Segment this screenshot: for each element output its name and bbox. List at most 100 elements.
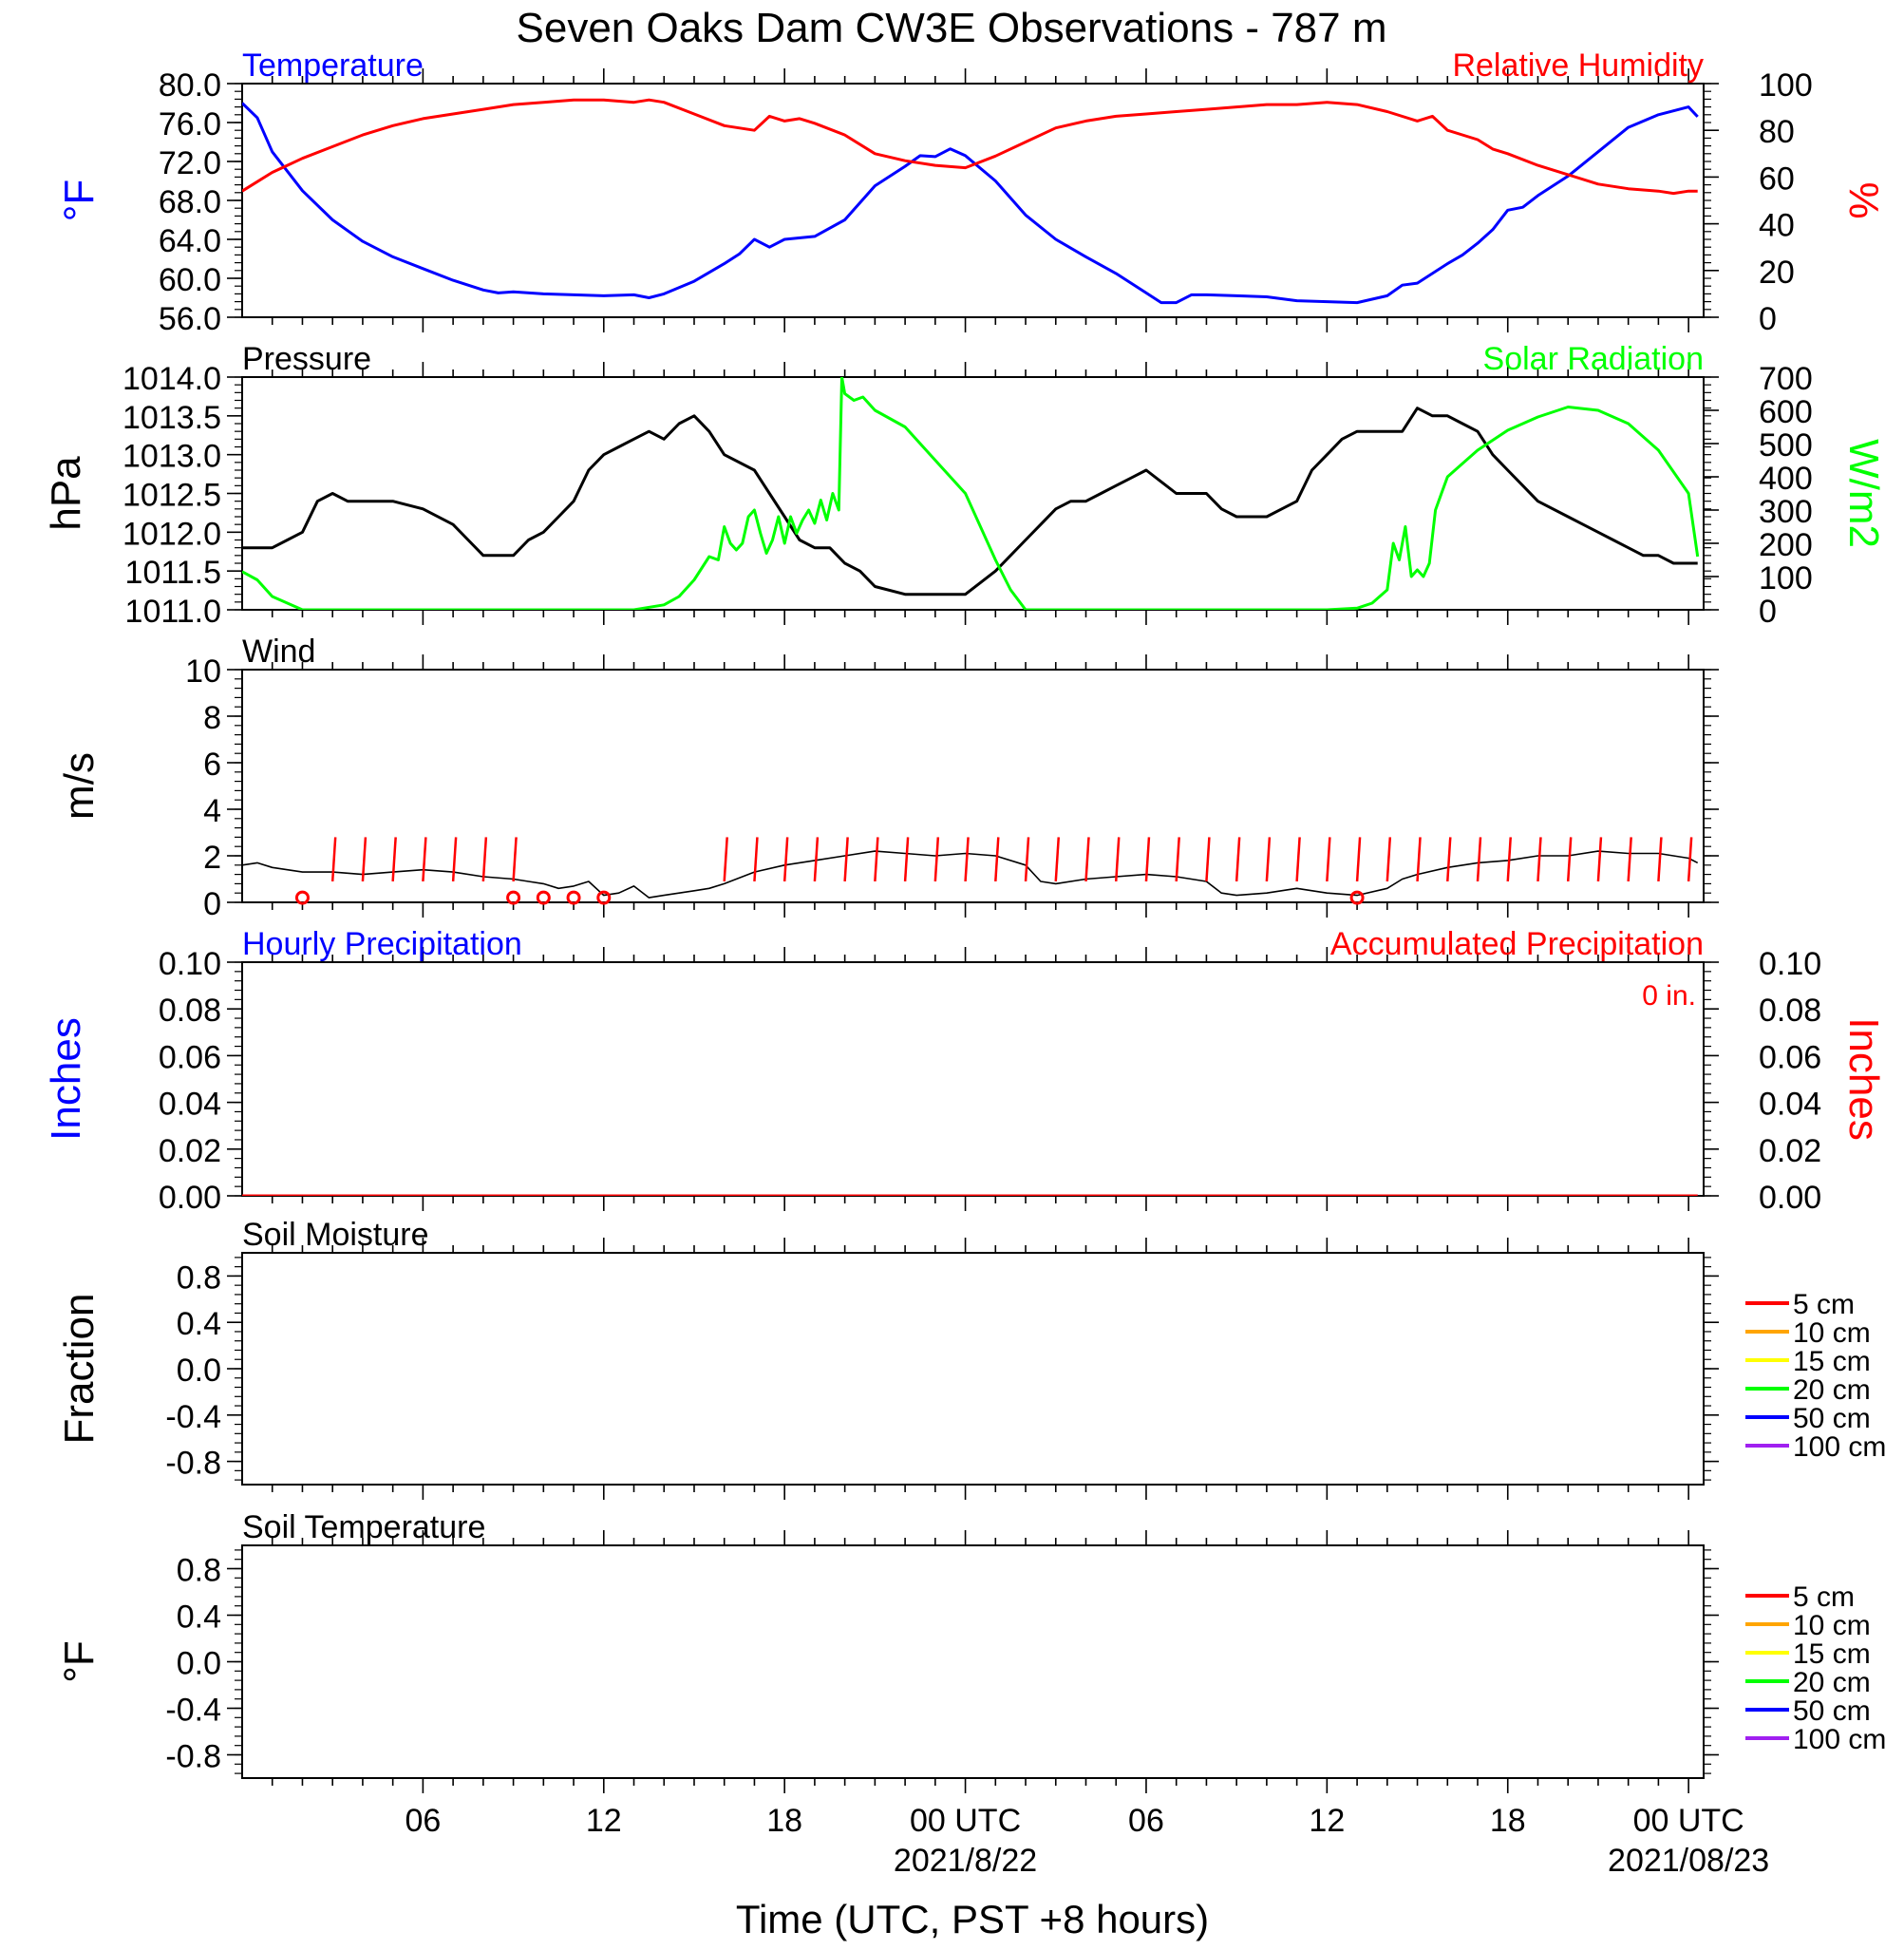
y-tick-label-right: 0.06 — [1759, 1039, 1821, 1075]
legend-label: 50 cm — [1793, 1695, 1871, 1727]
x-tick-label: 06 — [1128, 1803, 1164, 1839]
y-tick-label-right: 0.08 — [1759, 993, 1821, 1029]
y-tick-label-left: -0.4 — [165, 1693, 221, 1729]
y-tick-label-left: -0.8 — [165, 1446, 221, 1482]
y-tick-label-left: -0.4 — [165, 1399, 221, 1435]
y-tick-label-left: 2 — [203, 840, 221, 876]
wind-barb — [782, 837, 789, 882]
wind-barb — [1326, 837, 1331, 882]
y-tick-label-left: 0.8 — [177, 1259, 221, 1296]
wind-barb — [1386, 837, 1392, 882]
y-tick-label-left: 8 — [203, 700, 221, 736]
y-tick-label-left: 0.04 — [159, 1087, 221, 1123]
wind-barb — [874, 837, 879, 882]
y-tick-label-right: 200 — [1759, 527, 1813, 563]
x-tick-date-label: 2021/8/22 — [894, 1843, 1037, 1879]
y-tick-label-left: 0.06 — [159, 1039, 221, 1075]
series-line-wind — [242, 850, 1699, 899]
legend-label: 15 cm — [1793, 1638, 1871, 1670]
wind-barb — [512, 837, 518, 882]
y-tick-label-left: 60.0 — [159, 262, 221, 298]
wind-barb — [994, 837, 1000, 882]
plot-frame — [241, 961, 1705, 1197]
y-tick-label-right: 0.10 — [1759, 946, 1821, 982]
y-tick-label-left: -0.8 — [165, 1739, 221, 1775]
y-axis-label-right: W/m2 — [1840, 439, 1887, 548]
y-tick-label-right: 300 — [1759, 494, 1813, 530]
wind-barb — [330, 837, 337, 882]
y-tick-label-right: 80 — [1759, 114, 1795, 150]
panel-soil-moisture: -0.8 -0.4 0.0 0.4 0.8 Soil Moisture Fraction 5 … — [56, 1217, 1886, 1500]
wind-barb — [1687, 837, 1693, 882]
chart-panels: 56.060.064.068.072.076.080.0020406080100… — [43, 47, 1887, 1879]
series-line-relative-humidity — [242, 98, 1698, 196]
wind-barb — [1627, 837, 1632, 882]
wind-barb — [391, 837, 397, 882]
y-tick-label-left: 0.02 — [159, 1133, 221, 1169]
y-tick-label-right: 0.02 — [1759, 1133, 1821, 1169]
y-tick-label-left: 10 — [185, 653, 221, 690]
panel-title-right: Relative Humidity — [1452, 47, 1704, 84]
wind-barb — [1566, 837, 1573, 882]
y-tick-label-right: 0 — [1759, 301, 1777, 337]
y-tick-label-left: 64.0 — [159, 223, 221, 259]
wind-barb — [723, 837, 728, 882]
x-tick-label: 12 — [586, 1803, 622, 1839]
x-axis-label: Time (UTC, PST +8 hours) — [736, 1897, 1209, 1941]
legend-label: 5 cm — [1793, 1289, 1855, 1320]
y-tick-label-left: 0.4 — [177, 1306, 221, 1342]
y-tick-label-left: 80.0 — [159, 67, 221, 104]
y-tick-label-right: 40 — [1759, 208, 1795, 244]
y-tick-label-right: 500 — [1759, 427, 1813, 464]
y-axis-label-right: % — [1840, 181, 1887, 218]
chart-title: Seven Oaks Dam CW3E Observations - 787 m — [517, 5, 1387, 51]
legend-label: 20 cm — [1793, 1374, 1871, 1406]
legend-label: 100 cm — [1793, 1431, 1886, 1463]
wind-barb — [1295, 837, 1301, 882]
y-tick-label-left: 0.10 — [159, 946, 221, 982]
panel-wind: 0 2 4 6 8 10 Wind m/s — [56, 634, 1719, 922]
legend-label: 15 cm — [1793, 1346, 1871, 1377]
wind-barb — [1476, 837, 1482, 882]
y-axis-label-left: °F — [56, 180, 103, 221]
wind-barb — [361, 837, 368, 882]
y-tick-label-left: 0.0 — [177, 1646, 221, 1682]
y-tick-label-right: 0.04 — [1759, 1087, 1821, 1123]
calm-wind-marker — [566, 890, 581, 905]
y-tick-label-left: 76.0 — [159, 106, 221, 142]
wind-barb — [813, 837, 820, 882]
plot-frame — [241, 376, 1705, 611]
legend-label: 100 cm — [1793, 1724, 1886, 1755]
legend-label: 50 cm — [1793, 1403, 1871, 1434]
plot-frame — [241, 1544, 1705, 1779]
x-tick-label: 06 — [405, 1803, 441, 1839]
panel-precip: 0.00 0.02 0.04 0.06 0.08 0.10 0.00 0.02 0.04 0.06… — [43, 926, 1887, 1216]
x-tick-date-label: 2021/08/23 — [1608, 1843, 1769, 1879]
y-tick-label-right: 600 — [1759, 394, 1813, 430]
wind-barb — [1657, 837, 1663, 882]
y-tick-label-left: 1012.5 — [123, 478, 221, 514]
y-axis-label-left: m/s — [56, 752, 103, 820]
calm-wind-marker — [596, 890, 612, 905]
wind-barb — [1265, 837, 1272, 882]
y-tick-label-left: 0.00 — [159, 1180, 221, 1216]
series-line-pressure — [242, 407, 1698, 596]
plot-frame — [241, 669, 1705, 903]
y-tick-label-left: 1012.0 — [123, 516, 221, 552]
y-tick-label-left: 1013.0 — [123, 439, 221, 475]
y-tick-label-right: 400 — [1759, 461, 1813, 497]
y-tick-label-left: 6 — [203, 747, 221, 783]
wind-barb — [1175, 837, 1180, 882]
plot-frame — [241, 1252, 1705, 1486]
wind-barb — [422, 837, 427, 882]
panel-title-left: Soil Temperature — [242, 1509, 485, 1545]
wind-barb — [1536, 837, 1542, 882]
y-tick-label-left: 68.0 — [159, 184, 221, 220]
y-tick-label-left: 72.0 — [159, 145, 221, 181]
wind-barb — [1144, 837, 1151, 882]
x-tick-label: 18 — [1490, 1803, 1526, 1839]
legend-label: 10 cm — [1793, 1317, 1871, 1349]
y-tick-label-left: 56.0 — [159, 301, 221, 337]
